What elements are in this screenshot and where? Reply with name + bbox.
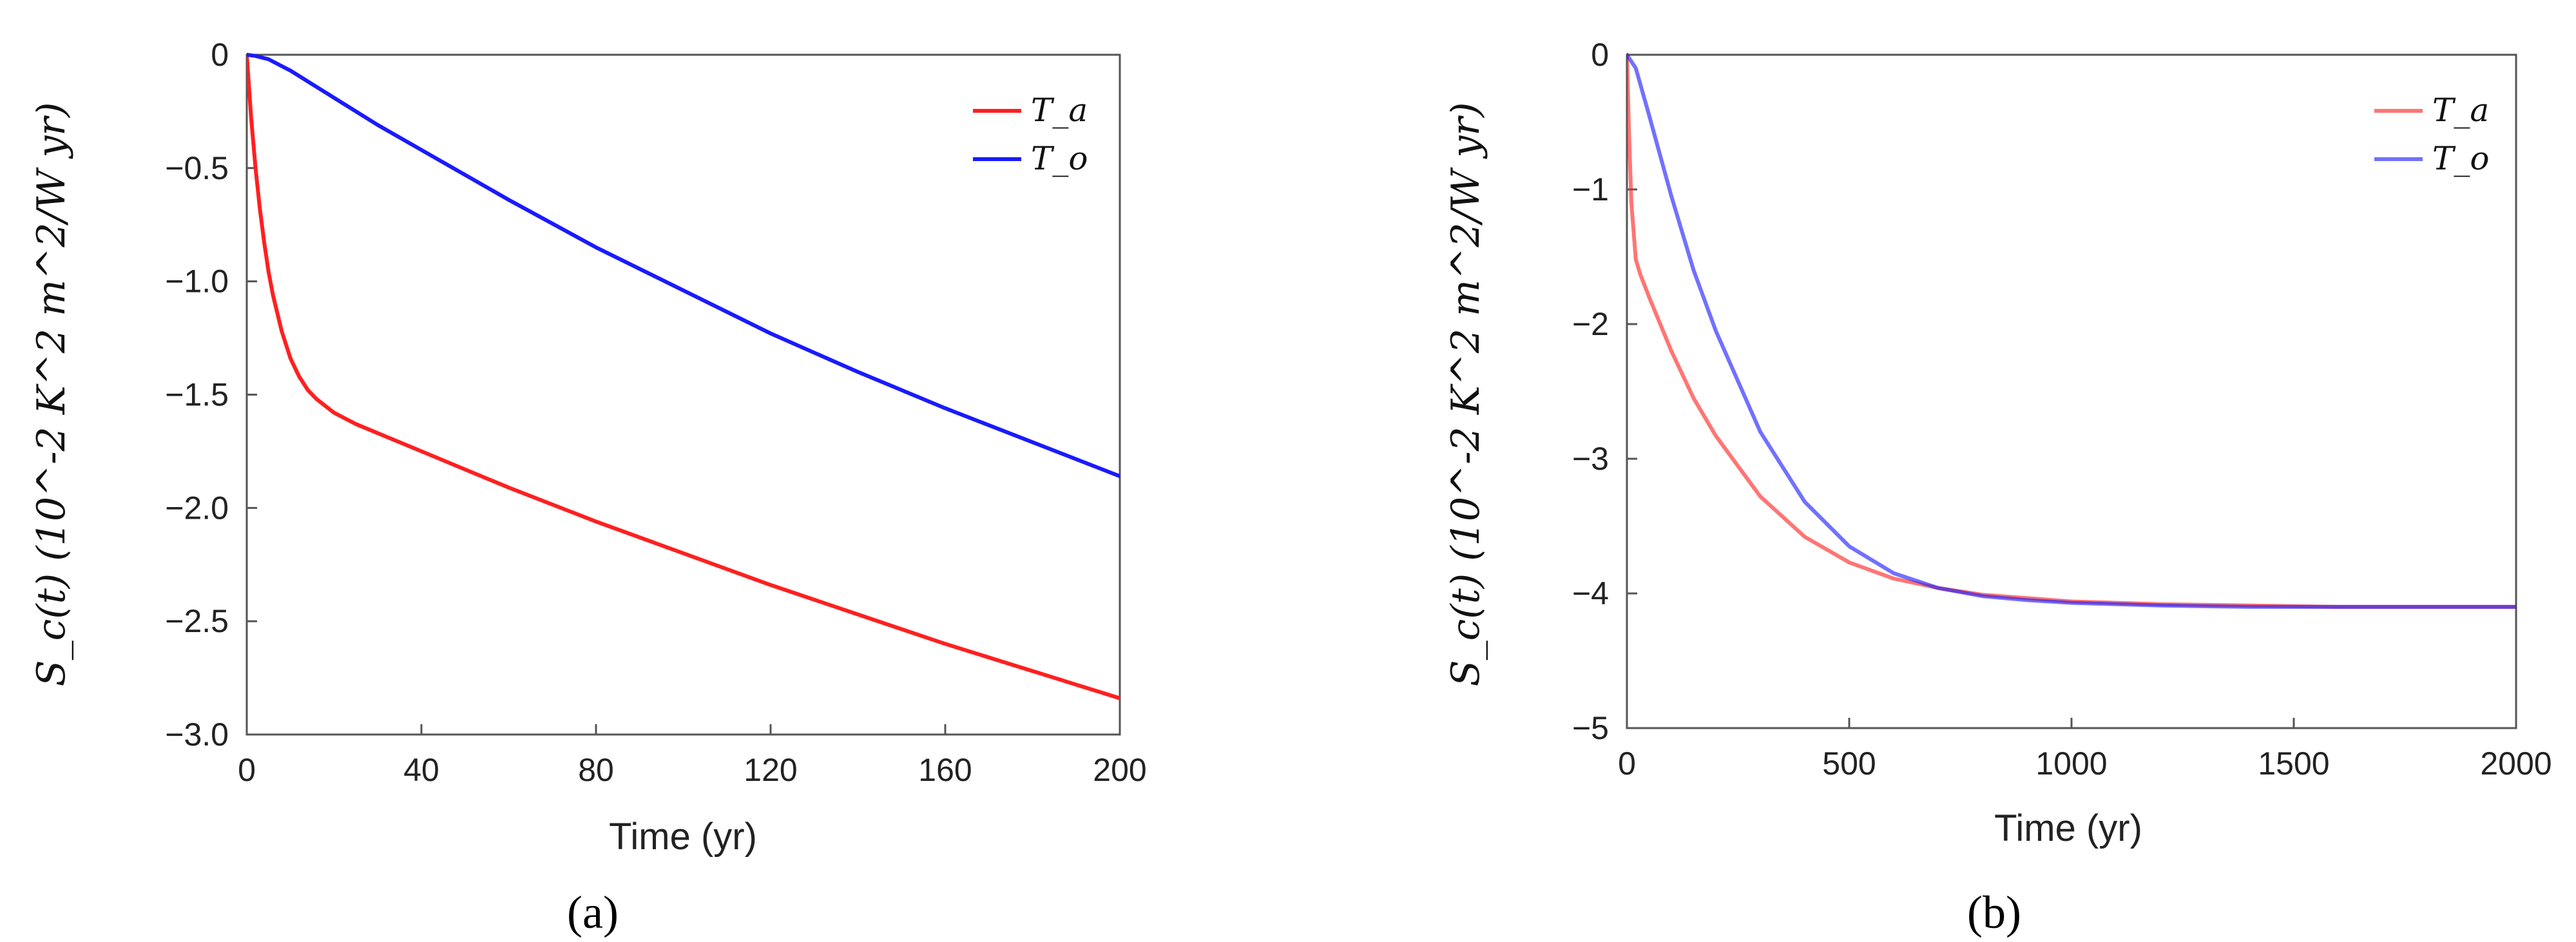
x-tick-label: 40: [403, 752, 439, 788]
x-axis-label-b: Time (yr): [1994, 807, 2142, 849]
y-tick-label: −5: [1572, 710, 1609, 746]
series-line-ta: [1627, 53, 2516, 609]
legend-a: T_a T_o: [973, 91, 1088, 177]
x-tick-label: 500: [1822, 745, 1876, 782]
x-tick-label: 2000: [2480, 745, 2552, 782]
series-line-to: [1627, 53, 2516, 609]
y-tick-label: −1: [1572, 171, 1609, 207]
y-ticks-a: 0 −0.5 −1.0 −1.5 −2.0 −2.5 −3.0: [165, 37, 257, 753]
plot-frame-a: [245, 53, 1121, 736]
x-tick-label: 0: [238, 752, 256, 788]
y-ticks-b: 0 −1 −2 −3 −4 −5: [1572, 37, 1637, 746]
panel-label-a: (a): [567, 887, 619, 938]
chart-b: 0 500 1000 1500 2000 0 −1 −2 −3 −4 −5 T_a T_o Tim…: [1443, 37, 2552, 938]
panel-label-b: (b): [1967, 887, 2021, 938]
x-tick-label: 160: [918, 752, 972, 788]
x-ticks-a: 0 40 80 120 160 200: [238, 724, 1147, 788]
y-tick-label: −2: [1572, 306, 1609, 342]
series-layer-b: [1627, 53, 2516, 609]
x-tick-label: 120: [744, 752, 797, 788]
y-tick-label: −2.5: [165, 603, 229, 639]
legend-label-ta: T_a: [1031, 91, 1088, 129]
y-tick-label: −1.5: [165, 377, 229, 413]
y-tick-label: −3.0: [165, 716, 229, 753]
series-line-ta: [247, 53, 1120, 700]
series-layer-a: [247, 53, 1120, 700]
x-tick-label: 80: [578, 752, 614, 788]
x-ticks-b: 0 500 1000 1500 2000: [1618, 718, 2552, 782]
x-axis-label-a: Time (yr): [609, 816, 757, 858]
x-tick-label: 1000: [2035, 745, 2107, 782]
y-tick-label: −3: [1572, 441, 1609, 477]
x-tick-label: 0: [1618, 745, 1636, 782]
legend-label-to: T_o: [1031, 140, 1088, 177]
y-tick-label: −2.0: [165, 490, 229, 526]
chart-a: 0 40 80 120 160 200 0 −0.5 −1.0 −1.5 −2.0 −2.5 −3.0…: [29, 37, 1147, 938]
legend-label-to: T_o: [2432, 140, 2489, 177]
y-axis-label-b: S_c(t) (10^-2 K^2 m^2/W yr): [1443, 102, 1488, 687]
legend-b: T_a T_o: [2374, 91, 2489, 177]
x-tick-label: 200: [1093, 752, 1146, 788]
plot-frame-b: [1626, 53, 2517, 729]
y-tick-label: −1.0: [165, 264, 229, 300]
legend-label-ta: T_a: [2432, 91, 2489, 129]
y-tick-label: 0: [211, 37, 229, 73]
y-tick-label: −4: [1572, 575, 1609, 611]
x-tick-label: 1500: [2258, 745, 2329, 782]
y-tick-label: 0: [1591, 37, 1609, 73]
y-tick-label: −0.5: [165, 150, 229, 186]
y-axis-label-a: S_c(t) (10^-2 K^2 m^2/W yr): [29, 102, 74, 687]
series-line-to: [247, 53, 1120, 479]
